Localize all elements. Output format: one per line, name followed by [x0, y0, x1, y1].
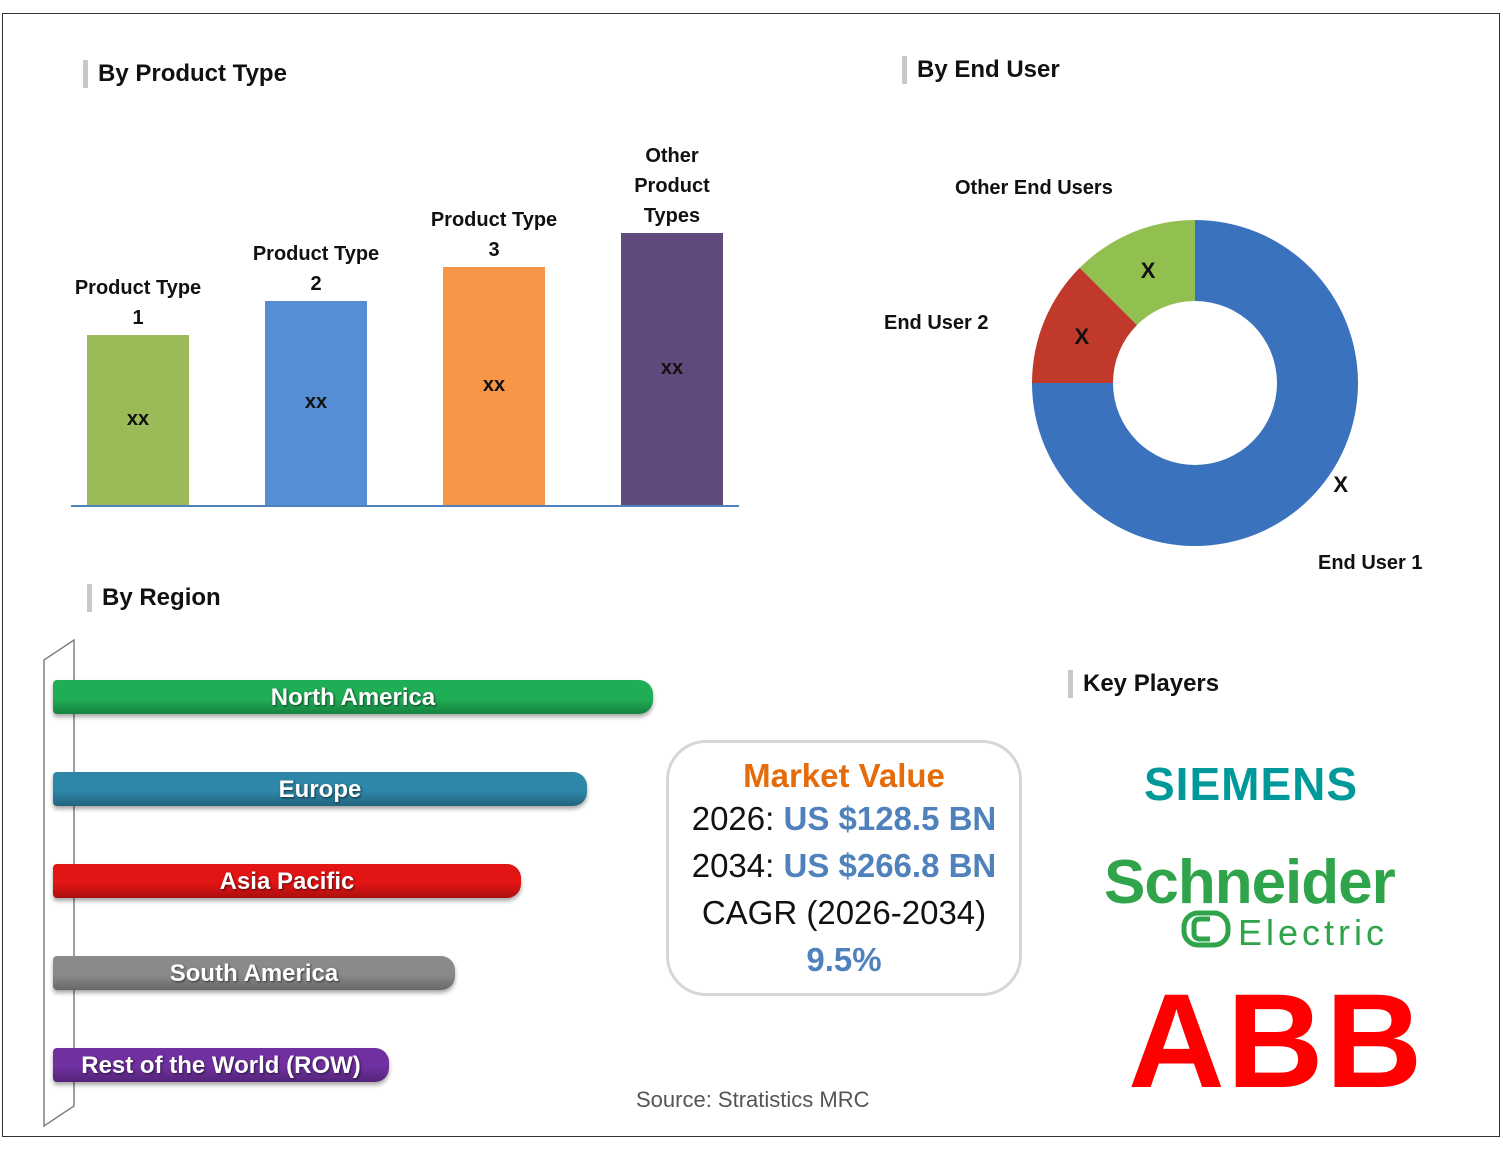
market-value-2034-year: 2034:: [691, 847, 775, 884]
product-bar-value: xx: [126, 408, 150, 430]
product-bar: [265, 301, 367, 505]
product-bar-label: Product Type 2: [236, 239, 396, 299]
infographic-frame: [2, 13, 1500, 1137]
product-bar-value: xx: [660, 357, 684, 379]
market-value-2026-year: 2026:: [691, 800, 775, 837]
region-bar-label: Rest of the World (ROW): [81, 1052, 361, 1079]
product-bar-label-line: Product Type: [252, 243, 380, 265]
region-bar: Asia Pacific: [53, 864, 521, 898]
abb-logo: ABB: [1128, 967, 1425, 1116]
product-bar-label-line: 3: [488, 239, 500, 261]
schneider-logo: Schneider: [1104, 848, 1396, 917]
region-bar-label: Europe: [278, 776, 362, 803]
market-value-2034-amount: US $266.8 BN: [783, 847, 997, 884]
product-bar: [443, 267, 545, 505]
product-bar-label: Product Type 1: [58, 273, 218, 333]
market-value-title: Market Value: [743, 757, 945, 794]
product-bar-label-line: Types: [643, 205, 701, 227]
market-value-2034: 2034: US $266.8 BN: [669, 842, 1019, 889]
market-value-2026: 2026: US $128.5 BN: [669, 795, 1019, 842]
product-bar: [621, 233, 723, 505]
source-note: Source: Stratistics MRC: [636, 1087, 870, 1112]
region-bar: Rest of the World (ROW): [53, 1048, 389, 1082]
region-bar-label: South America: [169, 960, 339, 987]
product-chart-axis: [71, 505, 739, 507]
section-title-end-user: By End User: [902, 56, 1060, 84]
region-bar: North America: [53, 680, 653, 714]
product-bar: [87, 335, 189, 505]
section-title-product-type: By Product Type: [83, 60, 287, 88]
product-bar-label-line: 2: [310, 273, 322, 295]
cagr-label: CAGR (2026-2034): [701, 894, 987, 931]
section-title-key-players: Key Players: [1068, 670, 1219, 698]
region-bar-label: North America: [270, 684, 436, 711]
product-bar-label-line: Other: [645, 145, 699, 167]
product-bar-value: xx: [304, 391, 328, 413]
donut-category-label: End User 1: [1318, 552, 1423, 574]
market-value-2026-amount: US $128.5 BN: [783, 800, 997, 837]
product-bar-label-line: Product Type: [430, 209, 558, 231]
region-bar-label: Asia Pacific: [219, 868, 355, 895]
siemens-logo: SIEMENS: [1144, 758, 1359, 810]
schneider-electric-text: Electric: [1238, 912, 1389, 953]
product-bar-label: Product Type 3: [414, 205, 574, 265]
market-value-box: Market Value 2026: US $128.5 BN 2034: US…: [666, 740, 1022, 996]
cagr-value: 9.5%: [806, 941, 882, 978]
donut-category-label: Other End Users: [955, 177, 1113, 199]
schneider-electric-icon: [1181, 910, 1231, 948]
region-bar: South America: [53, 956, 455, 990]
donut-category-label: End User 2: [884, 312, 989, 334]
region-bar: Europe: [53, 772, 587, 806]
product-bar-label-line: Product: [634, 175, 710, 197]
product-bar-label-line: 1: [132, 307, 144, 329]
product-bar-label-line: Product Type: [74, 277, 202, 299]
product-bar-label: Other Product Types: [592, 141, 752, 231]
product-bar-value: xx: [482, 374, 506, 396]
section-title-region: By Region: [87, 584, 221, 612]
